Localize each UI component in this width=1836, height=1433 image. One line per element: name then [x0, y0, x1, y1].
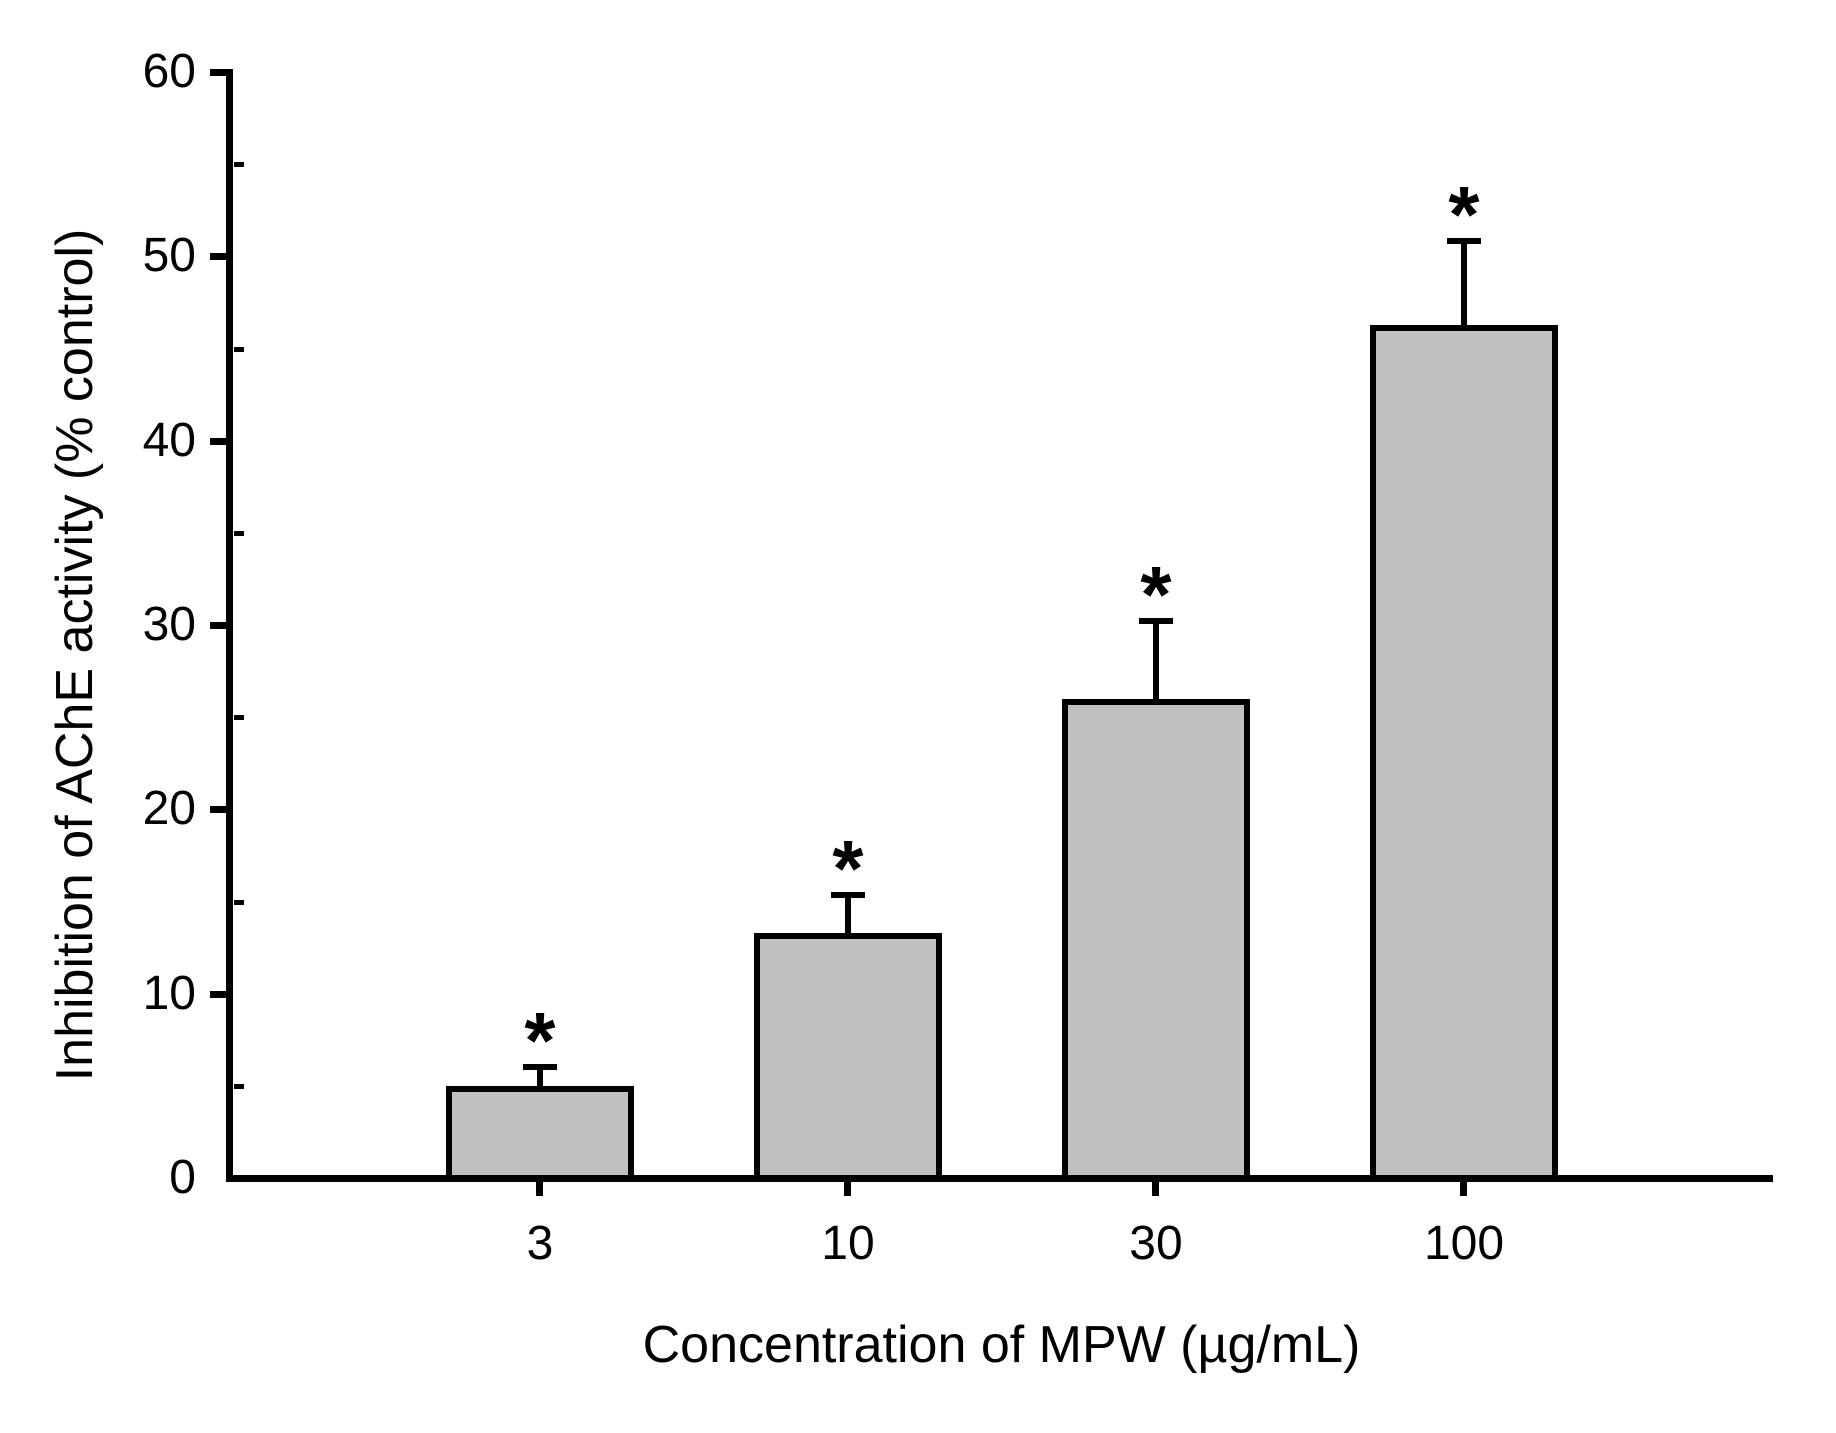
- error-bar-stem: [1461, 238, 1467, 325]
- y-tick-label: 30: [142, 598, 196, 651]
- error-bar-stem: [845, 892, 851, 933]
- x-tick-label: 3: [526, 1217, 554, 1270]
- y-tick-label: 40: [142, 414, 196, 467]
- y-tick-label: 20: [142, 782, 196, 835]
- significance-asterisk: *: [1448, 170, 1480, 259]
- error-bar-stem: [1153, 618, 1159, 699]
- error-bar-cap: [1139, 618, 1173, 624]
- error-bar-cap: [523, 1064, 557, 1070]
- error-bar-stem: [537, 1064, 543, 1086]
- y-minor-tick: [234, 531, 244, 536]
- y-tick-label: 0: [169, 1151, 196, 1204]
- x-tick-label: 30: [1129, 1217, 1183, 1270]
- y-major-tick: [210, 622, 226, 629]
- significance-asterisk: *: [832, 824, 864, 913]
- x-tick: [844, 1182, 851, 1196]
- x-tick: [1460, 1182, 1467, 1196]
- y-major-tick: [210, 438, 226, 445]
- y-minor-tick: [234, 715, 244, 720]
- y-axis-line: [226, 69, 233, 1182]
- x-tick-label: 100: [1423, 1217, 1505, 1270]
- error-bar-cap: [1447, 238, 1481, 244]
- y-minor-tick: [234, 900, 244, 905]
- y-major-tick: [210, 991, 226, 998]
- bar: [754, 933, 942, 1181]
- y-major-tick: [210, 806, 226, 813]
- x-axis-title: Concentration of MPW (µg/mL): [642, 1316, 1361, 1374]
- y-tick-label: 60: [142, 45, 196, 98]
- significance-asterisk: *: [524, 996, 556, 1085]
- y-minor-tick: [234, 1084, 244, 1089]
- y-axis-title: Inhibition of AChE activity (% control): [46, 228, 104, 1082]
- bar: [1370, 325, 1558, 1181]
- x-tick: [536, 1182, 543, 1196]
- y-tick-label: 50: [142, 229, 196, 282]
- y-minor-tick: [234, 162, 244, 167]
- y-minor-tick: [234, 347, 244, 352]
- significance-asterisk: *: [1140, 550, 1172, 639]
- bar: [1062, 699, 1250, 1181]
- x-axis-line: [226, 1175, 1773, 1182]
- y-major-tick: [210, 253, 226, 260]
- x-tick: [1152, 1182, 1159, 1196]
- y-major-tick: [210, 69, 226, 76]
- bar: [446, 1086, 634, 1181]
- x-tick-label: 10: [821, 1217, 875, 1270]
- error-bar-cap: [831, 892, 865, 898]
- y-tick-label: 10: [142, 967, 196, 1020]
